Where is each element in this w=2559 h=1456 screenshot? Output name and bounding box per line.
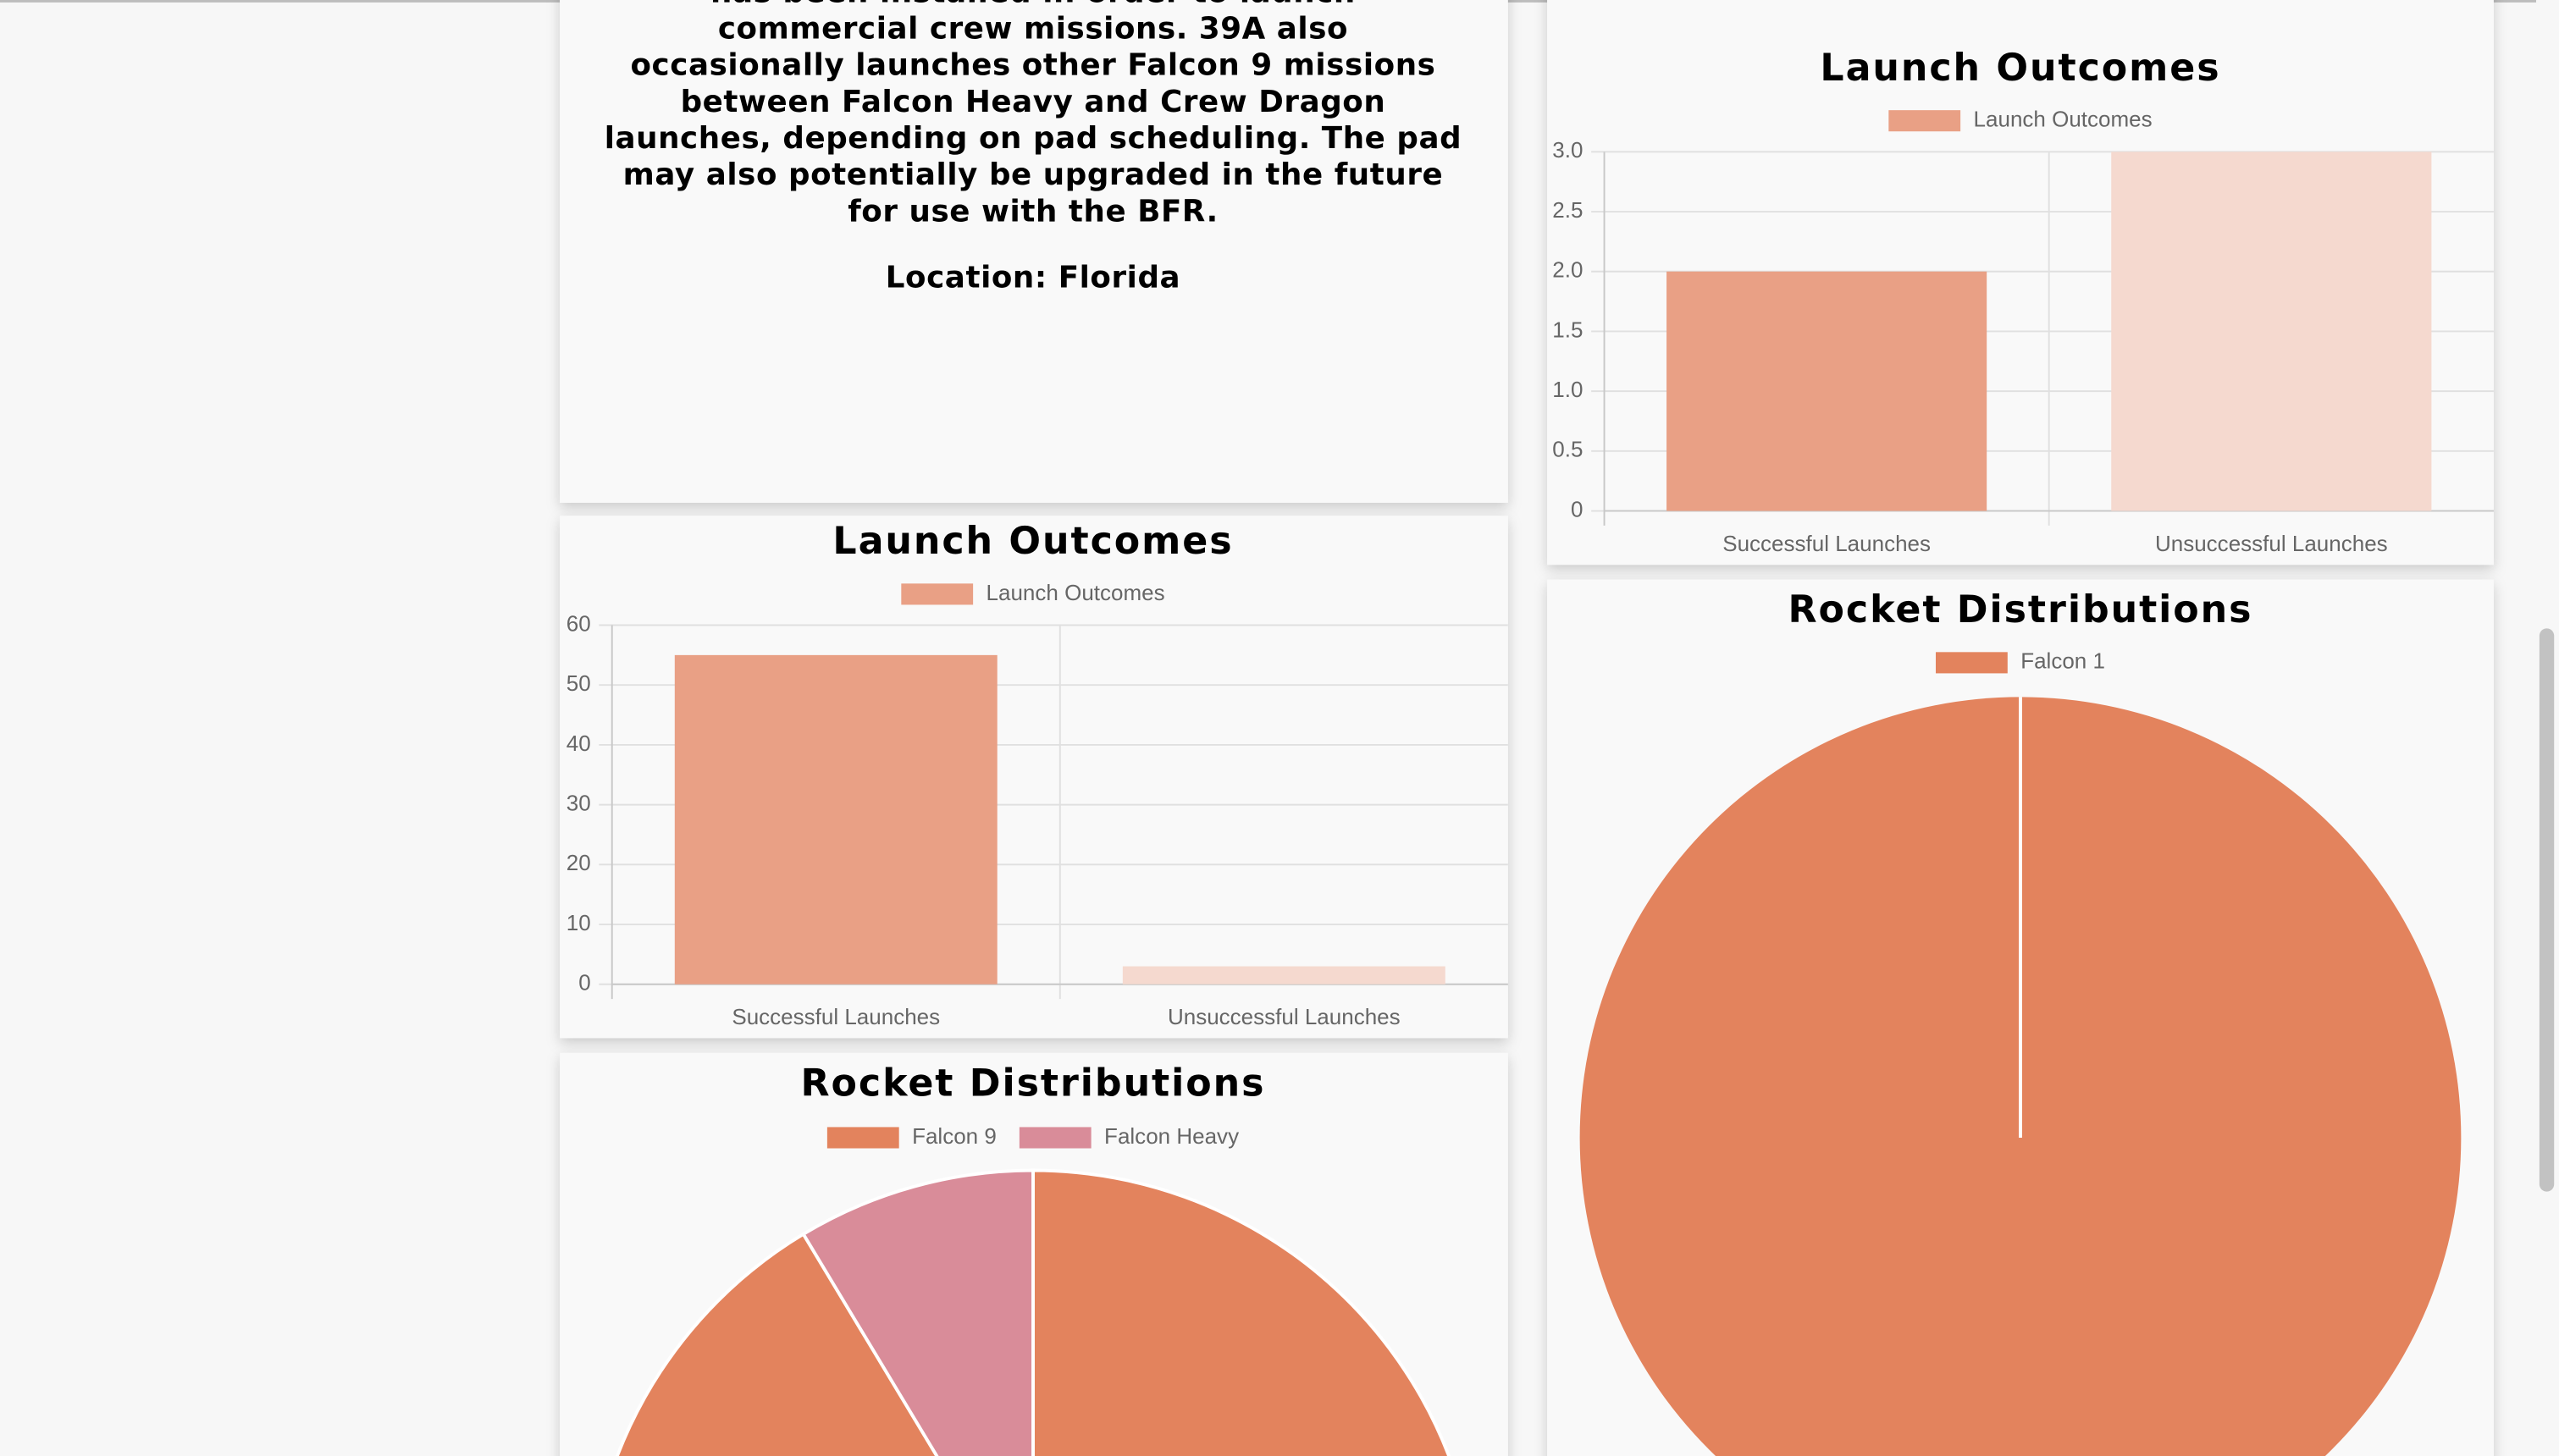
bar (1122, 966, 1445, 984)
chart-title: Rocket Distributions (1788, 588, 2253, 631)
legend: Falcon 9 Falcon Heavy (826, 1123, 1239, 1149)
scrollbar-thumb[interactable] (2539, 628, 2555, 1192)
description-line: commercial crew missions. 39A also (718, 11, 1348, 46)
description-line: has been installed in order to launch (710, 0, 1356, 9)
y-tick-label: 60 (567, 610, 591, 636)
description-line: launches, depending on pad scheduling. T… (605, 121, 1462, 156)
location: Location: Florida (886, 261, 1180, 295)
description-line: may also potentially be upgraded in the … (623, 157, 1444, 192)
chart-title: Launch Outcomes (1820, 47, 2220, 90)
chart-title: Launch Outcomes (832, 520, 1233, 563)
y-tick-label: 0 (578, 970, 590, 995)
chart-title: Rocket Distributions (800, 1062, 1265, 1105)
legend-label: Falcon 9 (912, 1123, 997, 1149)
description-line: occasionally launches other Falcon 9 mis… (630, 48, 1435, 83)
legend-swatch (901, 583, 974, 605)
y-tick-label: 0.5 (1552, 437, 1583, 462)
card (560, 0, 1508, 503)
legend-label: Launch Outcomes (1974, 107, 2153, 132)
legend-swatch (1019, 1127, 1092, 1149)
legend: Launch Outcomes (1888, 107, 2153, 132)
y-tick-label: 20 (567, 850, 591, 875)
y-tick-label: 1.0 (1552, 377, 1583, 402)
legend-label: Launch Outcomes (987, 580, 1165, 605)
description-line: for use with the BFR. (848, 194, 1218, 229)
y-tick-label: 2.5 (1552, 197, 1583, 223)
legend: Falcon 1 (1935, 648, 2105, 674)
x-tick-label: Unsuccessful Launches (1168, 1004, 1401, 1029)
legend-label: Falcon 1 (2020, 648, 2105, 674)
y-tick-label: 1.5 (1552, 317, 1583, 342)
y-tick-label: 10 (567, 910, 591, 935)
x-tick-label: Successful Launches (1722, 531, 1931, 556)
x-tick-label: Successful Launches (732, 1004, 940, 1029)
y-tick-label: 50 (567, 670, 591, 696)
legend-swatch (826, 1127, 899, 1149)
y-tick-label: 2.0 (1552, 257, 1583, 283)
description-line: between Falcon Heavy and Crew Dragon (681, 85, 1386, 119)
y-tick-label: 3.0 (1552, 137, 1583, 163)
pie-slice (801, 1168, 1035, 1456)
legend-swatch (1935, 652, 2008, 674)
x-tick-label: Unsuccessful Launches (2155, 531, 2388, 556)
y-tick-label: 30 (567, 790, 591, 815)
legend: Launch Outcomes (901, 580, 1165, 605)
bar (2111, 152, 2432, 511)
legend-label: Falcon Heavy (1104, 1123, 1239, 1149)
y-tick-label: 40 (567, 731, 591, 756)
bar (1666, 271, 1987, 511)
y-tick-label: 0 (1571, 496, 1583, 521)
legend-swatch (1888, 110, 1961, 132)
bar (674, 654, 998, 984)
